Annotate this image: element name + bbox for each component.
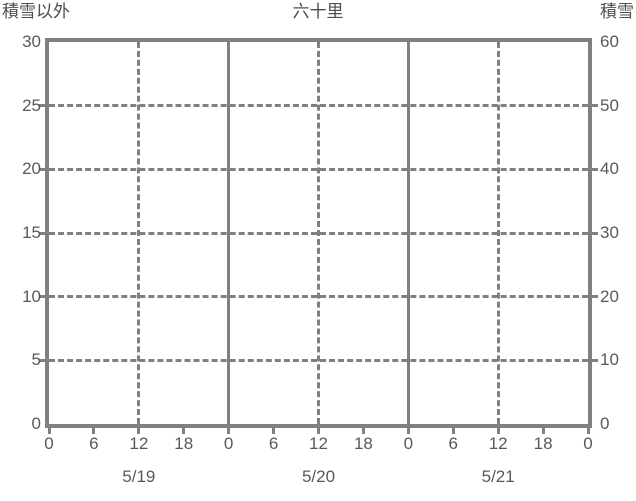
x-axis-label: 0 xyxy=(403,434,414,453)
y-axis-left-label: 10 xyxy=(22,286,41,306)
y-axis-right-label: 20 xyxy=(600,286,619,306)
y-axis-right-tick xyxy=(592,231,598,235)
y-axis-left-label: 5 xyxy=(31,350,41,370)
x-axis-tick xyxy=(361,428,365,434)
x-axis-tick xyxy=(182,428,186,434)
y-axis-left-label: 15 xyxy=(22,223,41,242)
x-axis-label: 6 xyxy=(89,434,99,453)
x-axis-label: 0 xyxy=(44,434,54,453)
day-label: 5/19 xyxy=(122,467,156,486)
x-axis-tick xyxy=(47,428,51,434)
y-axis-right-tick xyxy=(592,358,598,362)
right-axis-title: 積雪 xyxy=(600,2,634,21)
day-boundary-line xyxy=(227,42,231,424)
vertical-gridline xyxy=(496,42,500,424)
x-axis-label: 18 xyxy=(174,434,194,453)
y-axis-right-label: 10 xyxy=(600,350,619,370)
x-axis-label: 18 xyxy=(353,434,373,453)
x-axis-label: 12 xyxy=(309,434,328,453)
y-axis-left-tick xyxy=(39,104,45,108)
y-axis-right-label: 50 xyxy=(600,95,619,115)
x-axis-label: 18 xyxy=(533,434,553,453)
left-axis-title: 積雪以外 xyxy=(2,2,70,21)
x-axis-label: 0 xyxy=(223,434,234,453)
vertical-gridline xyxy=(317,42,320,424)
chart-title: 六十里 xyxy=(292,2,344,21)
day-label: 5/20 xyxy=(301,467,336,486)
y-axis-left-label: 20 xyxy=(22,159,41,179)
plot-gridlines xyxy=(49,42,588,424)
day-boundary-line xyxy=(406,42,410,424)
vertical-gridline xyxy=(137,42,141,424)
y-axis-left-tick xyxy=(39,167,45,171)
y-axis-left-tick xyxy=(39,231,45,235)
x-axis-tick xyxy=(137,428,141,434)
x-axis-label: 0 xyxy=(583,434,593,453)
x-axis-tick xyxy=(92,428,96,434)
x-axis-label: 6 xyxy=(448,434,458,453)
day-label: 5/21 xyxy=(481,467,515,486)
x-axis-tick xyxy=(586,428,590,434)
x-axis-tick xyxy=(317,428,320,434)
x-axis-tick xyxy=(496,428,500,434)
x-axis-label: 12 xyxy=(488,434,508,453)
plot-area xyxy=(45,38,592,428)
y-axis-right-label: 40 xyxy=(600,159,619,179)
x-axis-tick xyxy=(406,428,410,434)
y-axis-right-label: 0 xyxy=(600,414,610,433)
y-axis-left-tick xyxy=(39,295,45,299)
y-axis-left-label: 0 xyxy=(31,414,41,433)
x-axis-tick xyxy=(272,428,276,434)
y-axis-left-label: 25 xyxy=(22,95,41,115)
y-axis-right-tick xyxy=(592,104,598,108)
y-axis-right-tick xyxy=(592,295,598,299)
y-axis-left-label: 30 xyxy=(22,32,41,51)
x-axis-label: 12 xyxy=(129,434,149,453)
y-axis-right-tick xyxy=(592,167,598,171)
x-axis-label: 6 xyxy=(268,434,279,453)
y-axis-right-label: 30 xyxy=(600,223,619,242)
x-axis-tick xyxy=(227,428,231,434)
y-axis-left-tick xyxy=(39,358,45,362)
x-axis-tick xyxy=(541,428,545,434)
x-axis-tick xyxy=(451,428,455,434)
y-axis-right-label: 60 xyxy=(600,32,619,51)
